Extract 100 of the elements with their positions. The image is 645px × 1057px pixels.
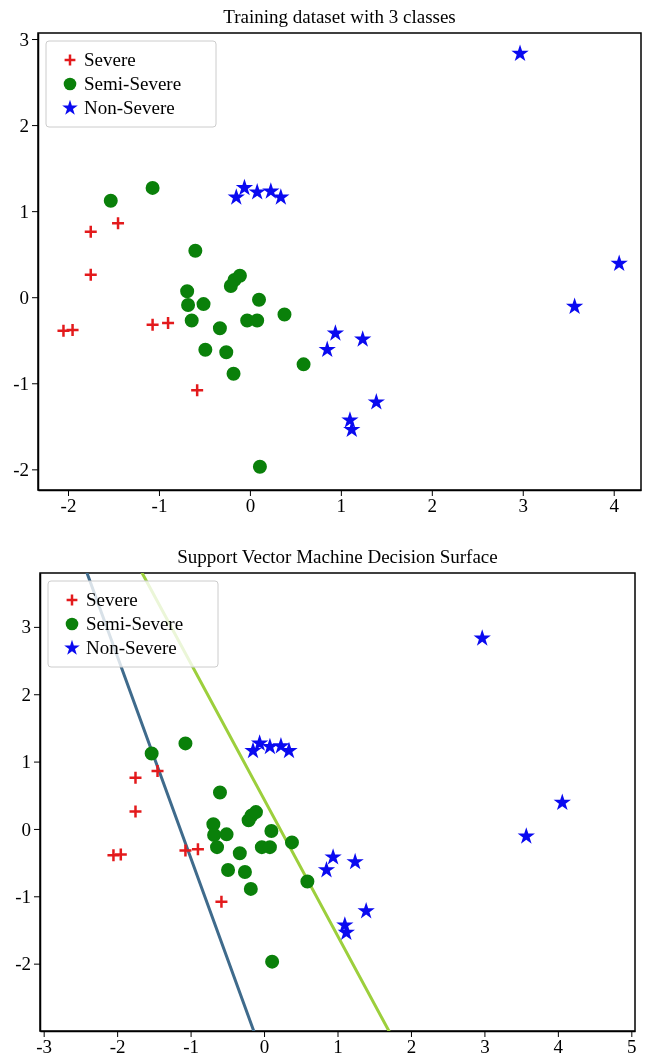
point [237, 865, 252, 880]
legend-label: Semi-Severe [86, 613, 184, 634]
x-tick-label: -2 [109, 1036, 126, 1057]
point [212, 321, 227, 336]
point [190, 841, 206, 857]
x-tick-label: -2 [60, 495, 77, 517]
point [110, 215, 126, 231]
y-tick-label: -2 [13, 458, 29, 480]
point [214, 894, 229, 909]
x-tick-label: 4 [553, 1036, 564, 1057]
point [250, 313, 265, 328]
point [553, 793, 571, 811]
point [65, 322, 80, 338]
point [264, 823, 279, 838]
point [235, 178, 254, 196]
chart-title: Training dataset with 3 classes [223, 6, 456, 27]
point [284, 835, 299, 850]
point [198, 342, 213, 357]
point [511, 44, 529, 62]
x-tick-label: 0 [259, 1036, 270, 1057]
x-tick-label: 2 [427, 495, 438, 517]
point [212, 785, 227, 800]
point [232, 268, 247, 283]
point [189, 382, 205, 398]
point [250, 734, 269, 751]
x-tick-label: -1 [183, 1036, 199, 1057]
y-tick-label: 1 [21, 751, 31, 773]
point [326, 324, 345, 341]
point [262, 182, 280, 199]
point [248, 183, 266, 200]
y-tick-label: 1 [19, 200, 29, 222]
point [318, 340, 336, 358]
legend-label: Severe [84, 49, 136, 70]
point [227, 188, 245, 205]
point [610, 254, 628, 272]
point [210, 840, 225, 855]
x-tick-label: 3 [480, 1036, 490, 1057]
point [357, 902, 375, 919]
point [145, 317, 160, 333]
y-tick-label: -1 [15, 885, 31, 907]
x-tick-label: 3 [518, 495, 529, 517]
point [56, 323, 71, 339]
y-tick-label: 0 [19, 286, 29, 308]
point [517, 827, 535, 844]
y-tick-label: 3 [19, 28, 29, 50]
point [252, 459, 267, 474]
x-tick-label: 4 [609, 495, 620, 517]
point [367, 393, 385, 410]
point [219, 827, 234, 842]
legend-label: Severe [86, 589, 138, 610]
point [83, 224, 98, 240]
legend-label: Non-Severe [84, 97, 175, 118]
y-tick-label: 0 [21, 818, 31, 840]
x-tick-label: -1 [151, 495, 168, 517]
point [473, 629, 491, 646]
point [196, 297, 211, 312]
point [113, 847, 129, 862]
point [219, 345, 234, 360]
y-tick-label: 3 [21, 616, 31, 638]
point [103, 193, 118, 208]
point [128, 770, 143, 785]
point [145, 180, 160, 195]
y-tick-label: 2 [19, 114, 29, 136]
point [296, 357, 311, 372]
point [83, 267, 98, 283]
point [354, 330, 372, 347]
x-tick-label: 5 [627, 1036, 637, 1057]
point [248, 805, 263, 820]
point [188, 243, 203, 258]
point [144, 746, 159, 761]
point [243, 881, 258, 896]
point [265, 954, 280, 969]
point [221, 863, 236, 878]
point [128, 804, 143, 819]
point [277, 307, 292, 322]
point [272, 188, 290, 205]
point [300, 874, 315, 889]
chart-title: Support Vector Machine Decision Surface [177, 546, 498, 567]
point [181, 297, 196, 312]
point [244, 741, 262, 759]
y-tick-label: -1 [13, 372, 29, 394]
x-tick-label: 1 [333, 1036, 343, 1057]
point [232, 846, 247, 861]
x-tick-label: 1 [336, 495, 347, 517]
point [226, 366, 241, 381]
point [180, 284, 195, 299]
point [150, 763, 165, 779]
point [317, 860, 336, 878]
point [565, 297, 584, 315]
y-tick-label: -2 [15, 953, 31, 975]
point [341, 411, 359, 428]
point [346, 852, 364, 870]
x-tick-label: -3 [36, 1036, 53, 1057]
point [184, 313, 199, 328]
point [160, 315, 176, 331]
legend-label: Semi-Severe [84, 73, 182, 94]
x-tick-label: 2 [406, 1036, 417, 1057]
y-tick-label: 2 [21, 683, 31, 705]
x-tick-label: 0 [245, 495, 256, 517]
point [207, 828, 222, 842]
